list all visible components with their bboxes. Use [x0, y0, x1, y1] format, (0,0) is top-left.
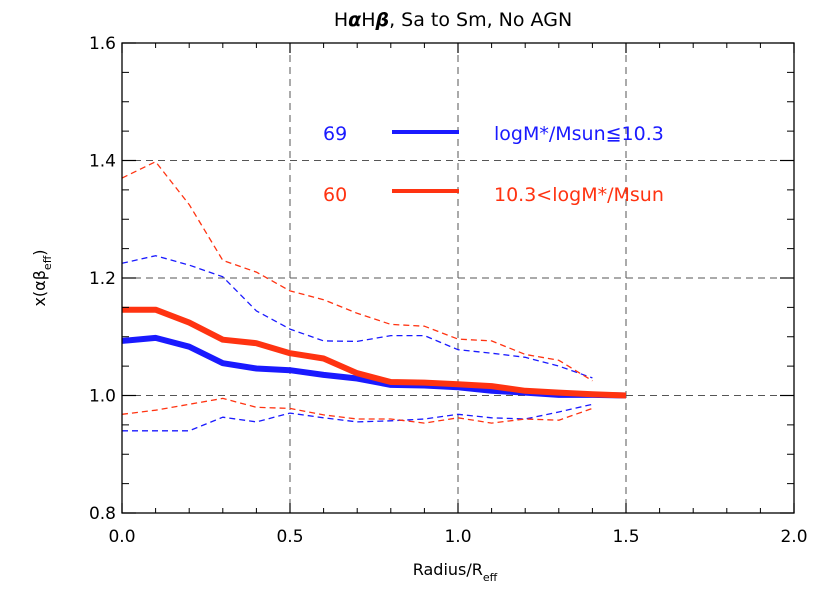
series-line: [122, 306, 627, 399]
x-tick-label: 0.0: [108, 527, 135, 547]
y-tick-label: 0.8: [89, 504, 116, 524]
series-line: [121, 161, 593, 382]
y-tick-label: 1.0: [89, 387, 116, 407]
y-tick-label: 1.2: [89, 269, 116, 289]
x-tick-label: 1.0: [444, 527, 471, 547]
series-line: [122, 403, 593, 432]
legend-count: 69: [323, 123, 347, 145]
data-series: [121, 161, 627, 432]
legend-count: 60: [323, 184, 347, 206]
legend-label: logM*/Msun≦10.3: [494, 123, 664, 145]
x-tick-label: 1.5: [612, 527, 639, 547]
series-line: [121, 255, 593, 379]
x-tick-label: 2.0: [780, 527, 807, 547]
legend-label: 10.3<logM*/Msun: [494, 184, 664, 206]
axis-ticks: 0.0 0.5 1.0 1.5 2.0 0.8 1.0 1.2 1.4 1.6: [89, 34, 808, 547]
x-tick-label: 0.5: [276, 527, 303, 547]
series-line: [121, 397, 593, 424]
series-line: [121, 334, 627, 399]
legend-entry: 69 logM*/Msun≦10.3: [323, 123, 664, 145]
y-axis-title: x(αβeff): [30, 249, 54, 306]
grid-lines: [122, 43, 794, 513]
y-tick-label: 1.4: [89, 152, 116, 172]
x-axis-title: Radius/Reff: [413, 560, 498, 584]
legend: 69 logM*/Msun≦10.3 60 10.3<logM*/Msun: [323, 123, 664, 206]
legend-entry: 60 10.3<logM*/Msun: [323, 184, 664, 206]
chart-title: HαHβ, Sa to Sm, No AGN: [334, 9, 572, 31]
y-tick-label: 1.6: [89, 34, 116, 54]
